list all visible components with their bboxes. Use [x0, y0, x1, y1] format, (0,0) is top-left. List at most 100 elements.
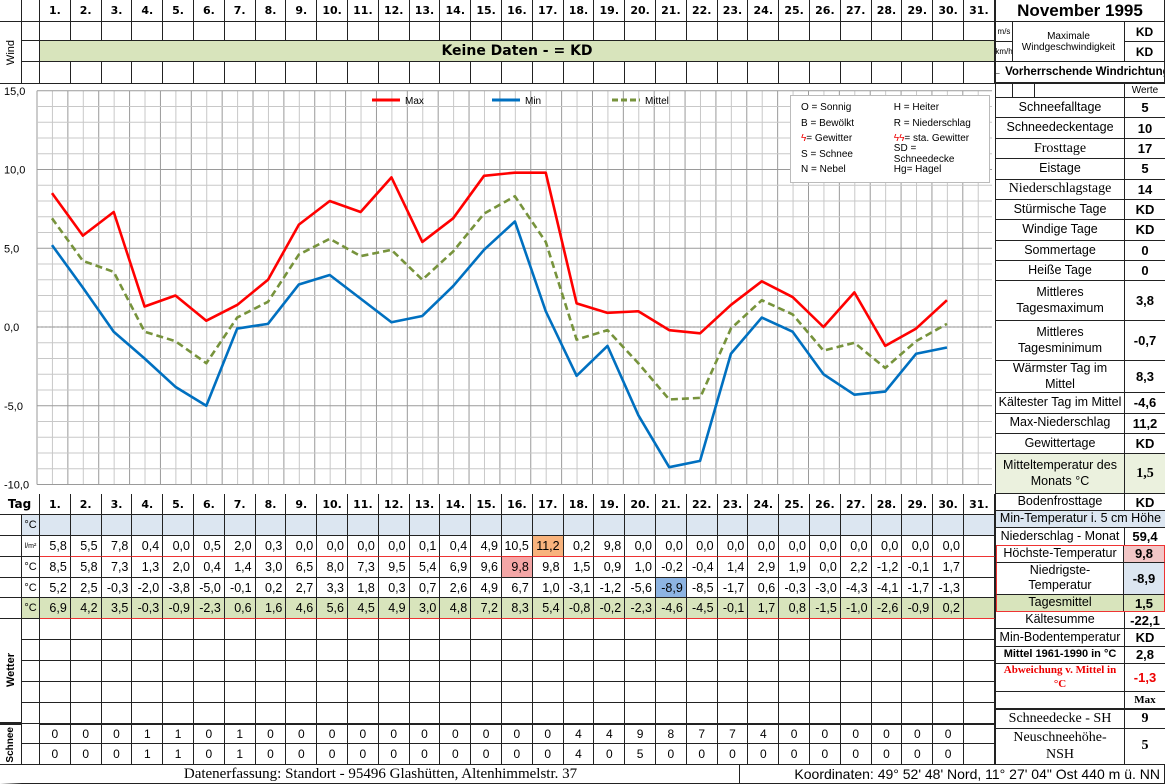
symbol-legend: O = Sonnig H = Heiter B = Bewölkt R = Niede…: [790, 95, 990, 183]
day-header: 24.: [748, 0, 780, 22]
weather-cell: [594, 703, 626, 724]
value-cell: 0,4: [440, 536, 472, 557]
value-cell: 0,0: [779, 536, 810, 557]
weather-cell: [532, 640, 564, 661]
weather-cell: [70, 619, 102, 640]
value-cell: 6,9: [440, 557, 472, 578]
stat-row: Niederschlagstage 14: [996, 179, 1165, 200]
wind-cell: [224, 22, 256, 41]
value-cell: [964, 578, 995, 598]
value-cell: 1,7: [933, 557, 964, 578]
snow-cell: 4: [563, 744, 595, 765]
weather-cell: [101, 640, 133, 661]
value-cell: 7,3: [101, 557, 133, 578]
weather-side: Wetter: [0, 619, 22, 723]
value-cell: [933, 515, 964, 536]
weather-cell: [871, 682, 903, 703]
day-header: 16.: [502, 494, 533, 515]
value-cell: -1,2: [594, 578, 626, 598]
weather-cell: [933, 703, 964, 724]
symbol-legend-entry: O = Sonnig: [801, 102, 852, 114]
snow-cell: 0: [40, 723, 71, 744]
value-cell: [502, 515, 533, 536]
wind-direction-cell: [779, 62, 810, 84]
weather-cell: [563, 619, 595, 640]
stat-label: Frosttage: [996, 138, 1125, 159]
value-cell: 1,4: [224, 557, 256, 578]
summary-row: Mittel 1961-1990 in °C 2,8: [996, 646, 1165, 664]
stat-value: 11,2: [1132, 415, 1158, 431]
summary-row: Schneedecke - SH 9: [996, 710, 1165, 729]
wind-direction-cell: [378, 62, 410, 84]
wind-cell: [348, 22, 379, 41]
wind-banner: Keine Daten - = KD: [40, 41, 995, 62]
snow-cell: 0: [440, 744, 472, 765]
weather-cell: [686, 682, 718, 703]
y-tick-label: 5,0: [4, 243, 19, 255]
stat-row: Stürmische Tage KD: [996, 199, 1165, 221]
wind-cell: [40, 22, 71, 41]
stat-value: 0: [1141, 263, 1149, 279]
weather-cell: [902, 703, 934, 724]
legend-label: Min: [525, 96, 541, 107]
weather-cell: [532, 661, 564, 682]
weather-cell: [502, 682, 533, 703]
symbol-legend-item: S = Schnee: [801, 149, 894, 160]
weather-cell: [348, 703, 379, 724]
value-cell: -0,1: [717, 598, 749, 619]
wind-cell: [594, 22, 626, 41]
symbol-legend-row: O = Sonnig H = Heiter: [801, 100, 979, 116]
day-header: 17.: [532, 494, 564, 515]
stat-label: Windige Tage: [996, 220, 1125, 240]
weather-cell: [964, 661, 995, 682]
wind-direction-cell: [409, 62, 441, 84]
day-header: 23.: [717, 0, 749, 22]
value-cell: -8,5: [686, 578, 718, 598]
value-cell: 2,9: [748, 557, 780, 578]
day-header: 11.: [348, 0, 379, 22]
symbol-legend-entry: = sta. Gewitter: [904, 133, 970, 145]
weather-cell: [810, 661, 841, 682]
wind-direction-cell: [656, 62, 687, 84]
symbol-legend-entry: = Gewitter: [806, 133, 853, 145]
symbol-legend-item: R = Niederschlag: [894, 118, 979, 129]
weather-cell: [440, 640, 472, 661]
stats-header: Werte: [1131, 85, 1159, 96]
stat-label: Stürmische Tage: [996, 199, 1125, 220]
day-header: 5.: [163, 0, 194, 22]
unit-label: °C: [22, 578, 40, 598]
snow-cell: 1: [132, 723, 164, 744]
snow-cell: 0: [871, 723, 903, 744]
day-header: 12.: [378, 0, 410, 22]
weather-cell: [964, 682, 995, 703]
day-header: 12.: [378, 494, 410, 515]
value-cell: 9,5: [378, 557, 410, 578]
weather-cell: [964, 703, 995, 724]
day-header: 31.: [964, 494, 995, 515]
value-cell: 0,3: [255, 536, 287, 557]
wind-cell: [871, 22, 903, 41]
value-cell: 1,4: [717, 557, 749, 578]
value-cell: -1,0: [840, 598, 872, 619]
symbol-legend-entry: H = Heiter: [893, 102, 940, 114]
snow-cell: 0: [348, 723, 379, 744]
wind-direction-cell: [440, 62, 472, 84]
value-cell: [471, 515, 502, 536]
summary-label: Höchste-Temperatur: [997, 545, 1124, 562]
summary-label: Mittel 1961-1990 in °C: [996, 646, 1125, 663]
summary-label: Schneedecke - SH: [996, 710, 1125, 728]
weather-cell: [255, 619, 287, 640]
value-cell: 1,0: [532, 578, 564, 598]
day-header: 14.: [440, 494, 472, 515]
symbol-legend-row: ϟ= Gewitter ϟϟ= sta. Gewitter: [801, 131, 979, 147]
weather-cell: [871, 640, 903, 661]
snow-cell: 0: [194, 723, 225, 744]
weather-cell: [255, 640, 287, 661]
row-side: [0, 515, 22, 536]
day-header: 25.: [779, 0, 810, 22]
day-header: 29.: [902, 494, 934, 515]
weather-cell: [409, 682, 441, 703]
day-header: 10.: [317, 0, 348, 22]
weather-cell: [933, 661, 964, 682]
weather-cell: [40, 661, 71, 682]
